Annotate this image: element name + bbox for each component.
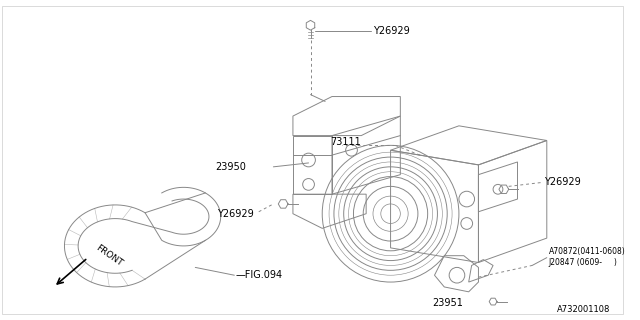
Text: A70872(0411-0608): A70872(0411-0608) <box>548 247 625 256</box>
Text: —FIG.094: —FIG.094 <box>236 270 282 280</box>
Text: 23951: 23951 <box>433 298 463 308</box>
Text: Y26929: Y26929 <box>373 26 410 36</box>
Text: Y26929: Y26929 <box>544 178 580 188</box>
Text: 73111: 73111 <box>330 137 361 148</box>
Text: 23950: 23950 <box>215 162 246 172</box>
Text: A732001108: A732001108 <box>557 305 610 314</box>
Text: J20847 (0609-     ): J20847 (0609- ) <box>548 258 618 267</box>
Text: FRONT: FRONT <box>93 243 124 268</box>
Text: Y26929: Y26929 <box>217 209 253 219</box>
